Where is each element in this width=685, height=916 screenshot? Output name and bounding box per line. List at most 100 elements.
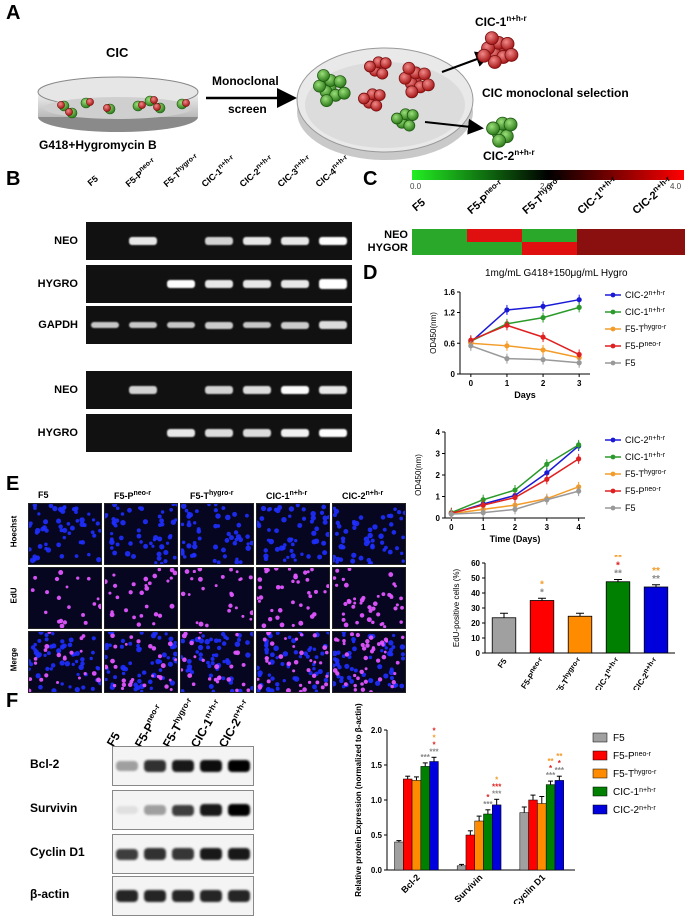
nucleus xyxy=(67,531,72,536)
nucleus xyxy=(389,675,395,681)
edu-positive-cell xyxy=(144,604,149,609)
nucleus xyxy=(96,556,102,563)
edu-positive-cell xyxy=(33,657,38,661)
edu-positive-cell xyxy=(192,569,196,574)
data-point xyxy=(468,343,474,349)
edu-positive-cell xyxy=(179,668,184,672)
edu-positive-cell xyxy=(168,678,172,682)
edu-positive-cell xyxy=(325,650,329,655)
nucleus xyxy=(232,540,238,546)
nucleus xyxy=(277,505,283,510)
nucleus xyxy=(378,533,384,539)
edu-positive-cell xyxy=(261,623,267,629)
nucleus xyxy=(62,505,67,510)
bar xyxy=(545,784,556,871)
heatmap-column-label: F5-Pneo-r xyxy=(465,177,503,217)
nucleus xyxy=(196,527,201,532)
nucleus xyxy=(245,545,251,551)
nucleus xyxy=(249,540,255,546)
edu-positive-cell xyxy=(67,605,71,609)
edu-positive-cell xyxy=(197,576,203,582)
cic-1-clone-cells xyxy=(477,31,519,69)
edu-positive-cell xyxy=(366,617,372,623)
nucleus xyxy=(159,544,165,550)
heatmap-column-label: CIC-2n+h-r xyxy=(630,173,672,217)
nucleus xyxy=(49,644,54,649)
nucleus xyxy=(275,656,279,660)
edu-positive-cell xyxy=(353,597,357,601)
legend-marker xyxy=(610,454,616,460)
nucleus xyxy=(210,661,215,666)
edu-positive-cell xyxy=(207,677,212,681)
western-row-label: Bcl-2 xyxy=(30,757,60,771)
nucleus xyxy=(344,663,350,669)
nucleus xyxy=(281,516,287,523)
red-cell xyxy=(487,55,502,69)
edu-positive-cell xyxy=(284,637,287,640)
gel-band xyxy=(91,321,119,329)
edu-positive-cell xyxy=(182,657,187,663)
nucleus xyxy=(351,519,357,524)
nucleus xyxy=(120,512,125,516)
heatmap-cell xyxy=(412,242,467,255)
nucleus xyxy=(27,523,32,528)
heatmap-column-label: F5 xyxy=(410,196,428,214)
nucleus xyxy=(214,653,219,658)
nucleus xyxy=(142,519,148,525)
significance-mark: * xyxy=(558,759,562,768)
data-point xyxy=(540,315,546,321)
nucleus xyxy=(400,551,404,556)
nucleus xyxy=(213,638,219,644)
edu-positive-cell xyxy=(215,680,220,684)
gel-row-label: HYGRO xyxy=(37,427,78,439)
nucleus xyxy=(112,502,118,508)
category-label: CIC-2n+h-r xyxy=(630,656,661,690)
micro-row-label: EdU xyxy=(9,587,19,604)
gel-band xyxy=(281,237,309,245)
nucleus xyxy=(48,503,54,509)
nucleus xyxy=(216,524,221,528)
nucleus xyxy=(267,673,272,677)
micro-column-label: F5 xyxy=(38,490,49,500)
nucleus xyxy=(322,519,328,525)
category-label: Survivin xyxy=(452,872,484,904)
bar xyxy=(465,834,475,871)
nucleus xyxy=(294,539,298,543)
nucleus xyxy=(50,663,56,668)
gel-band xyxy=(243,321,271,329)
nucleus xyxy=(314,689,319,693)
edu-positive-cell xyxy=(79,649,83,653)
red-cell xyxy=(421,78,435,92)
heatmap-cell xyxy=(467,242,522,255)
edu-positive-cell xyxy=(309,659,313,663)
nucleus xyxy=(255,665,260,671)
nucleus xyxy=(46,651,51,656)
chart-title: 1mg/mL G418+150μg/mL Hygro xyxy=(485,268,628,279)
nucleus xyxy=(52,505,58,512)
edu-positive-cell xyxy=(292,645,296,648)
edu-positive-cell xyxy=(298,689,303,694)
edu-positive-cell xyxy=(214,664,220,670)
edu-positive-cell xyxy=(56,652,62,658)
edu-positive-cell xyxy=(113,664,118,669)
nucleus xyxy=(71,662,75,667)
nucleus xyxy=(235,534,242,540)
nucleus xyxy=(331,554,337,560)
heatmap-cell xyxy=(467,229,522,242)
nucleus xyxy=(193,521,197,525)
nucleus xyxy=(352,525,357,530)
edu-positive-cell xyxy=(115,595,120,600)
red-cell xyxy=(57,101,65,109)
nucleus xyxy=(120,519,126,526)
edu-positive-cell xyxy=(320,685,325,690)
legend-swatch xyxy=(592,804,608,815)
nucleus xyxy=(213,508,219,513)
micro-row-label: Merge xyxy=(9,647,19,672)
nucleus xyxy=(314,526,320,532)
edu-positive-cell xyxy=(380,621,385,626)
western-strip xyxy=(112,834,254,874)
nucleus xyxy=(149,686,154,691)
western-strip xyxy=(112,746,254,786)
nucleus xyxy=(201,634,205,638)
nucleus xyxy=(140,689,144,693)
